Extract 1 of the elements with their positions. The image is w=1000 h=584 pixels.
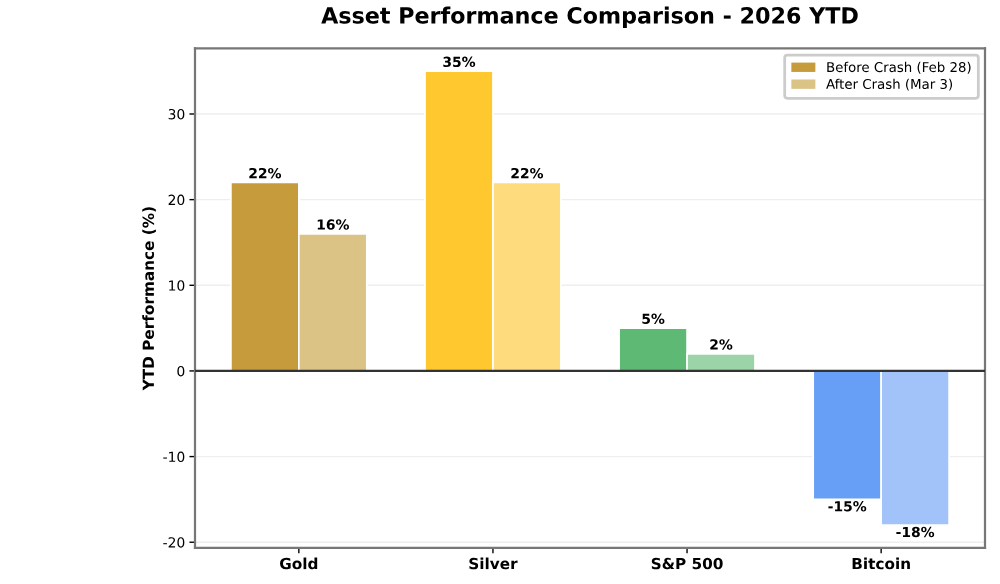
chart-title: Asset Performance Comparison - 2026 YTD <box>321 6 858 29</box>
